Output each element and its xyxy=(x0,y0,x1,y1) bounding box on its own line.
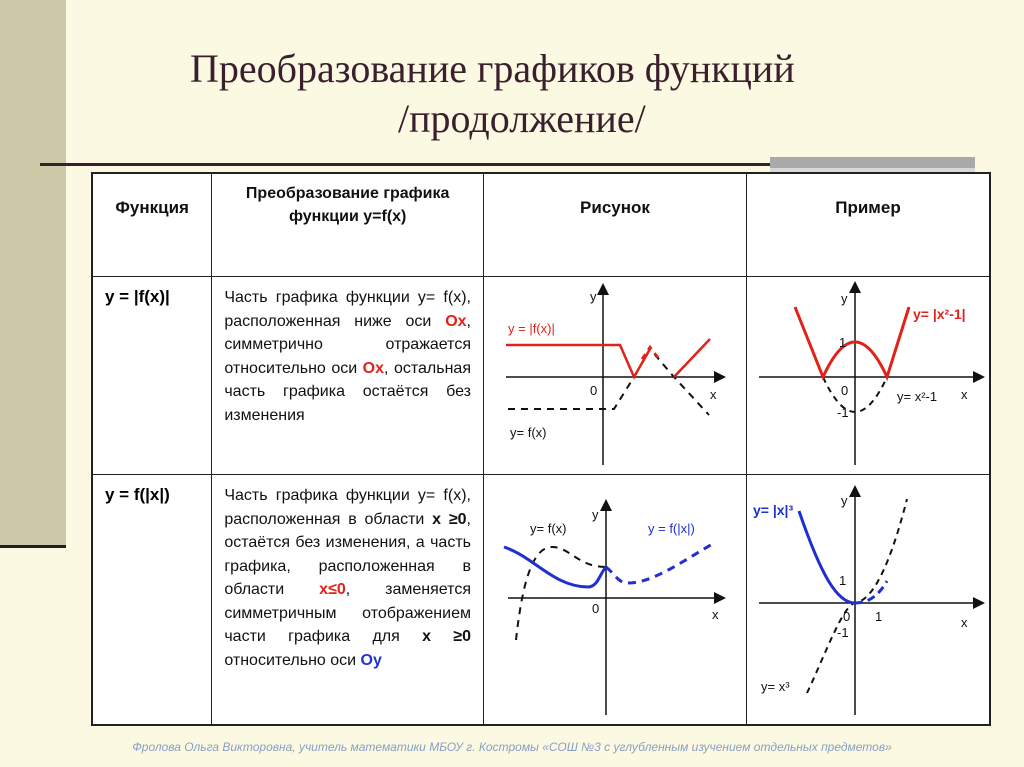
tick-1: 1 xyxy=(839,573,846,588)
transform-table: Функция Преобразование графика функции y… xyxy=(91,172,991,726)
transformed-graph-right xyxy=(854,580,889,605)
side-decor-line xyxy=(0,545,66,548)
title-rule-accent-light xyxy=(770,168,975,172)
y-axis-label: y xyxy=(841,493,848,508)
label-original: y= f(x) xyxy=(510,425,546,440)
header-function: Функция xyxy=(91,172,213,277)
row1-function: y = |f(x)| xyxy=(91,276,213,475)
label-original: y= x³ xyxy=(761,679,790,694)
row2-desc-x-ge0-2: x ≥0 xyxy=(422,628,471,645)
row2-function: y = f(|x|) xyxy=(91,474,213,726)
original-graph-left xyxy=(514,545,606,641)
transformed-graph-left xyxy=(797,510,856,605)
transformed-graph xyxy=(793,306,911,382)
row1-figure-graph: y = |f(x)| y= f(x) 0 x y xyxy=(505,283,726,465)
label-transformed: y = |f(x)| xyxy=(508,321,555,336)
x-axis-label: x xyxy=(961,387,968,402)
transformed-graph-left xyxy=(503,545,608,589)
origin-label: 0 xyxy=(841,383,848,398)
row2-desc-text-2: , остаётся без изменения, а часть график… xyxy=(224,510,471,599)
row2-figure-graph: y= f(x) y = f(|x|) 0 x y xyxy=(503,499,726,715)
label-transformed: y= |x²-1| xyxy=(913,306,966,322)
slide-title: Преобразование графиков функций /продолж… xyxy=(110,44,1000,144)
label-original: y= x²-1 xyxy=(897,389,937,404)
header-figure: Рисунок xyxy=(482,172,747,277)
tick-minus-1: -1 xyxy=(837,625,849,640)
transformed-graph-right xyxy=(673,338,711,378)
tick-minus-1: -1 xyxy=(837,405,849,420)
header-example: Пример xyxy=(745,172,991,277)
label-original: y= f(x) xyxy=(530,521,566,536)
transformed-graph-dashed xyxy=(640,344,661,361)
row1-desc-ox-2: Ox xyxy=(362,359,385,377)
row2-example-graph: 1 0 1 -1 y= |x|³ y= x³ x y xyxy=(753,485,985,715)
row2-desc-oy: Oy xyxy=(360,651,382,669)
row1-example-graph: 1 0 -1 y= |x²-1| y= x²-1 x y xyxy=(758,281,985,465)
y-axis-label: y xyxy=(590,289,597,304)
header-transformation: Преобразование графика функции y=f(x) xyxy=(211,172,484,277)
row2-figure-cell: y= f(x) y = f(|x|) 0 x y xyxy=(482,474,747,726)
row1-description: Часть графика функции y= f(x), расположе… xyxy=(211,276,484,475)
original-graph-left xyxy=(507,376,635,410)
row2-desc-x-ge0-1: x ≥0 xyxy=(432,510,467,528)
slide-footer: Фролова Ольга Викторовна, учитель матема… xyxy=(132,740,892,754)
row2-desc-text-4: относительно оси xyxy=(224,651,361,669)
table-row: y = |f(x)| Часть графика функции y= f(x)… xyxy=(91,276,991,475)
row1-figure-cell: y = |f(x)| y= f(x) 0 x y xyxy=(482,276,747,475)
origin-label: 0 xyxy=(592,601,599,616)
row1-example-cell: 1 0 -1 y= |x²-1| y= x²-1 x y xyxy=(745,276,991,475)
row2-desc-text-3: , заменяется симметричным отображением ч… xyxy=(224,581,471,645)
origin-label: 0 xyxy=(590,383,597,398)
row2-example-cell: 1 0 1 -1 y= |x|³ y= x³ x y xyxy=(745,474,991,726)
origin-label: 0 xyxy=(843,609,850,624)
row1-desc-ox-1: Ox xyxy=(445,312,467,330)
x-axis-label: x xyxy=(961,615,968,630)
tick-1: 1 xyxy=(839,335,846,350)
x-axis-label: x xyxy=(710,387,717,402)
row1-desc-text-1: Часть графика функции y= f(x), расположе… xyxy=(224,289,471,330)
row1-desc-text-2: , симметрично отражается относительно ос… xyxy=(224,312,471,377)
title-line-2: /продолжение/ xyxy=(398,96,646,141)
label-transformed: y = f(|x|) xyxy=(648,521,695,536)
y-axis-label: y xyxy=(592,507,599,522)
transformed-graph-solid xyxy=(505,343,652,380)
row2-description: Часть графика функции y= f(x), расположе… xyxy=(211,474,484,726)
side-decor-bar xyxy=(0,0,66,548)
row2-desc-x-le0: x≤0 xyxy=(319,581,346,598)
transformed-graph-right xyxy=(605,541,715,585)
table-header-row: Функция Преобразование графика функции y… xyxy=(91,172,991,277)
label-transformed: y= |x|³ xyxy=(753,502,793,518)
original-cubic xyxy=(806,498,908,694)
x-axis-label: x xyxy=(712,607,719,622)
title-line-1: Преобразование графиков функций xyxy=(190,46,795,91)
original-parabola-dip xyxy=(822,376,888,413)
table-row: y = f(|x|) Часть графика функции y= f(x)… xyxy=(91,474,991,726)
title-rule xyxy=(40,163,975,166)
y-axis-label: y xyxy=(841,291,848,306)
row2-desc-text-1: Часть графика функции y= f(x), расположе… xyxy=(224,487,471,528)
tick-x-1: 1 xyxy=(875,609,882,624)
row1-desc-text-3: , остальная часть графика остаётся без и… xyxy=(224,359,471,424)
